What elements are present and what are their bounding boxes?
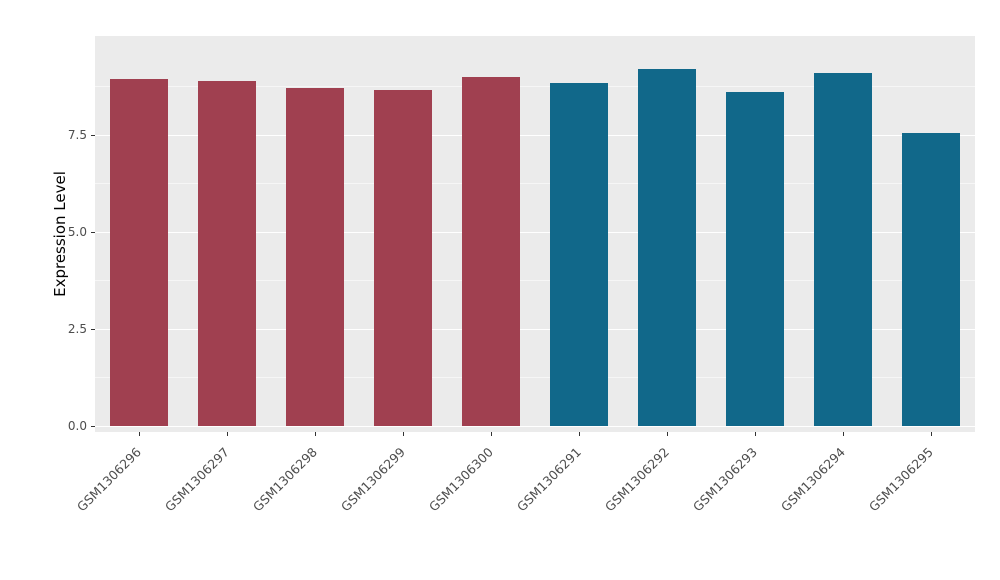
y-tick-mark (91, 134, 95, 136)
gridline-minor (95, 377, 975, 379)
x-tick-mark (578, 432, 580, 436)
x-tick-mark (490, 432, 492, 436)
bar-GSM1306294 (813, 72, 873, 427)
y-tick-mark (91, 231, 95, 233)
gridline-minor (95, 183, 975, 185)
x-tick-mark (226, 432, 228, 436)
x-tick-mark (842, 432, 844, 436)
bar-GSM1306297 (197, 80, 257, 427)
gridline-major (95, 134, 975, 136)
x-tick-mark (930, 432, 932, 436)
x-tick-mark (402, 432, 404, 436)
gridline-major (95, 425, 975, 427)
chart-panel (95, 36, 975, 432)
y-tick-mark (91, 328, 95, 330)
x-tick-mark (666, 432, 668, 436)
x-tick-mark (138, 432, 140, 436)
gridline-minor (95, 85, 975, 87)
x-tick-mark (314, 432, 316, 436)
bar-GSM1306296 (109, 78, 169, 427)
bar-GSM1306293 (725, 92, 785, 427)
bar-GSM1306295 (901, 133, 961, 427)
y-tick-label: 5.0 (67, 225, 87, 240)
bar-GSM1306299 (373, 90, 433, 427)
y-tick-label: 0.0 (67, 419, 87, 434)
y-tick-mark (91, 425, 95, 427)
gridline-major (95, 231, 975, 233)
gridline-minor (95, 280, 975, 282)
bar-GSM1306300 (461, 76, 521, 427)
y-tick-label: 2.5 (67, 322, 87, 337)
bar-GSM1306292 (637, 69, 697, 427)
y-tick-label: 7.5 (67, 128, 87, 142)
gridline-major (95, 328, 975, 330)
bar-GSM1306298 (285, 88, 345, 427)
bar-GSM1306291 (549, 82, 609, 427)
x-tick-mark (754, 432, 756, 436)
